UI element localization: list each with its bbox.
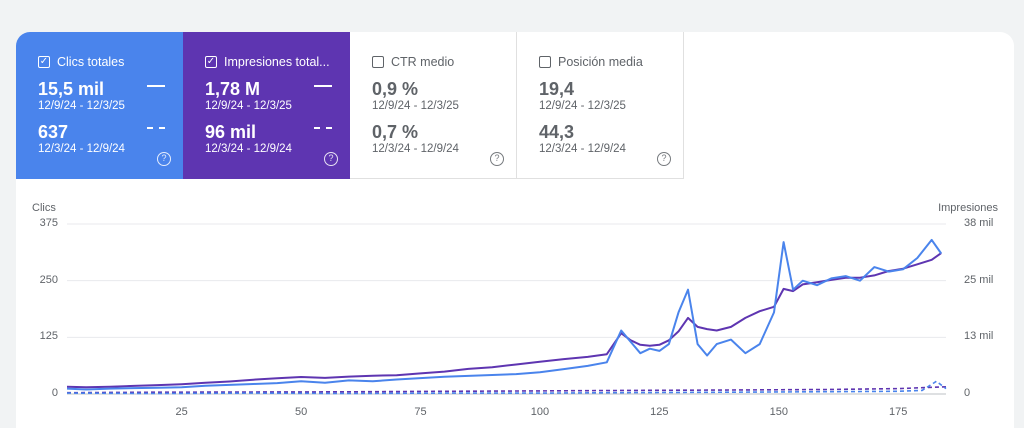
checkbox-unchecked-icon[interactable] bbox=[539, 56, 551, 68]
help-icon[interactable]: ? bbox=[490, 152, 504, 166]
metric-value-previous: 96 mil bbox=[205, 122, 257, 142]
clicks-series-dashed bbox=[66, 380, 947, 395]
checkbox-checked-icon[interactable]: ✓ bbox=[205, 56, 217, 68]
metric-value-current: 19,4 bbox=[539, 79, 575, 99]
x-tick: 175 bbox=[889, 406, 908, 418]
metric-tile-ctr[interactable]: CTR medio 0,9 % 12/9/24 - 12/3/25 0,7 % … bbox=[350, 32, 517, 179]
y-tick-left: 125 bbox=[39, 330, 58, 343]
x-tick: 150 bbox=[769, 406, 788, 418]
impressions-series-solid bbox=[66, 252, 942, 389]
metric-header: CTR medio bbox=[372, 55, 454, 69]
metric-value-current: 0,9 % bbox=[372, 79, 419, 99]
date-range-current: 12/9/24 - 12/3/25 bbox=[205, 100, 292, 112]
legend-dashed-line bbox=[314, 127, 332, 129]
date-range-previous: 12/3/24 - 12/9/24 bbox=[539, 143, 626, 155]
help-icon[interactable]: ? bbox=[324, 152, 338, 166]
y-tick-right: 25 mil bbox=[964, 273, 994, 286]
legend-dashed-line bbox=[147, 127, 165, 129]
metric-value-previous: 637 bbox=[38, 122, 69, 142]
metric-header: Posición media bbox=[539, 55, 643, 69]
metric-tiles: ✓ Clics totales 15,5 mil 12/9/24 - 12/3/… bbox=[16, 32, 684, 179]
date-range-previous: 12/3/24 - 12/9/24 bbox=[372, 143, 459, 155]
clicks-series-solid bbox=[66, 238, 943, 391]
x-tick: 125 bbox=[650, 406, 669, 418]
y-tick-right: 13 mil bbox=[964, 330, 994, 343]
metric-header: ✓ Impresiones total... bbox=[205, 55, 330, 69]
date-range-previous: 12/3/24 - 12/9/24 bbox=[38, 143, 125, 155]
x-tick: 75 bbox=[414, 406, 427, 418]
date-range-current: 12/9/24 - 12/3/25 bbox=[372, 100, 459, 112]
y-axis-right-label: Impresiones bbox=[938, 202, 998, 214]
y-axis-left-label: Clics bbox=[32, 202, 56, 214]
metric-value-current: 1,78 M bbox=[205, 79, 261, 99]
y-tick-right: 38 mil bbox=[964, 217, 994, 229]
metric-header: ✓ Clics totales bbox=[38, 55, 124, 69]
chart-svg bbox=[66, 223, 947, 395]
x-tick: 50 bbox=[294, 406, 308, 418]
metric-value-current: 15,5 mil bbox=[38, 79, 105, 99]
date-range-current: 12/9/24 - 12/3/25 bbox=[539, 100, 626, 112]
metric-value-previous: 44,3 bbox=[539, 122, 575, 142]
checkbox-checked-icon[interactable]: ✓ bbox=[38, 56, 50, 68]
y-tick-right: 0 bbox=[964, 387, 971, 399]
metric-tile-clicks[interactable]: ✓ Clics totales 15,5 mil 12/9/24 - 12/3/… bbox=[16, 32, 183, 179]
legend-solid-line bbox=[314, 85, 332, 87]
help-icon[interactable]: ? bbox=[657, 152, 671, 166]
metric-value-previous: 0,7 % bbox=[372, 122, 419, 142]
x-tick: 25 bbox=[175, 406, 188, 418]
metric-tile-position[interactable]: Posición media 19,4 12/9/24 - 12/3/25 44… bbox=[517, 32, 684, 179]
checkbox-unchecked-icon[interactable] bbox=[372, 56, 384, 68]
x-tick: 100 bbox=[530, 406, 550, 418]
metric-tile-impressions[interactable]: ✓ Impresiones total... 1,78 M 12/9/24 - … bbox=[183, 32, 350, 179]
y-tick-left: 0 bbox=[51, 387, 58, 399]
y-tick-left: 375 bbox=[39, 217, 58, 229]
y-tick-left: 250 bbox=[39, 273, 58, 286]
impressions-series-dashed bbox=[66, 386, 947, 394]
performance-card: ✓ Clics totales 15,5 mil 12/9/24 - 12/3/… bbox=[16, 32, 1014, 428]
date-range-previous: 12/3/24 - 12/9/24 bbox=[205, 143, 292, 155]
legend-solid-line bbox=[147, 85, 165, 87]
help-icon[interactable]: ? bbox=[157, 152, 171, 166]
date-range-current: 12/9/24 - 12/3/25 bbox=[38, 100, 125, 112]
